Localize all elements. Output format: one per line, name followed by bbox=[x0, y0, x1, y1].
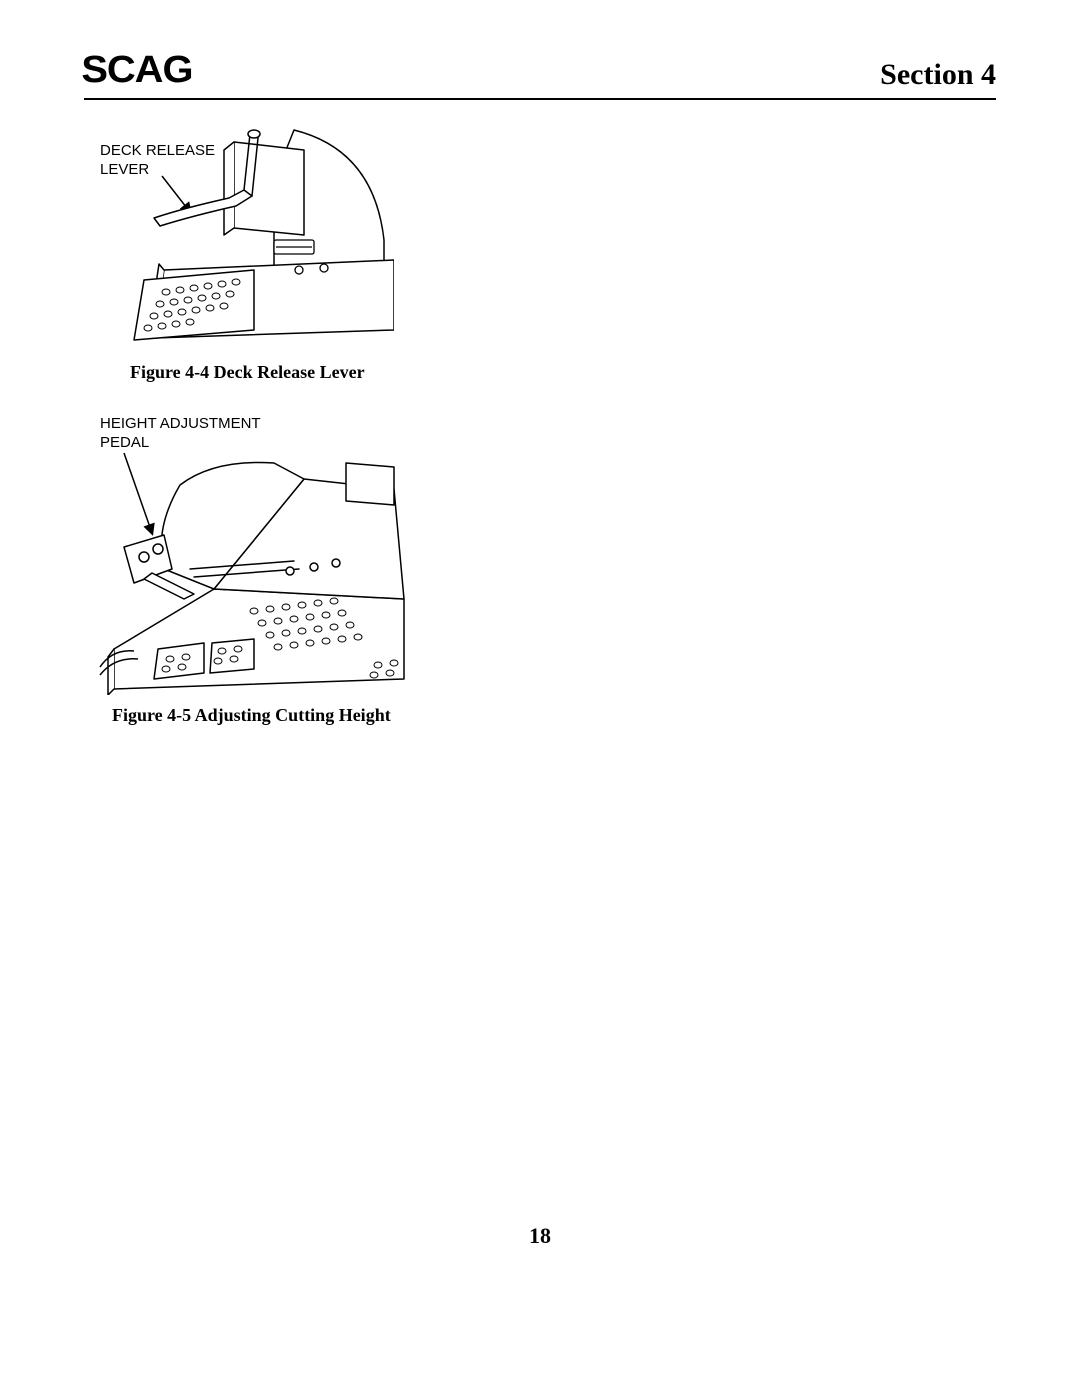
figure-4-4-illustration bbox=[94, 120, 394, 350]
brand-logo: SCAG bbox=[81, 49, 192, 92]
figure-4-5: HEIGHT ADJUSTMENT PEDAL bbox=[94, 415, 534, 695]
page-number: 18 bbox=[0, 1223, 1080, 1249]
figure-4-5-illustration bbox=[94, 449, 414, 695]
figure-4-5-callout: HEIGHT ADJUSTMENT PEDAL bbox=[100, 415, 261, 453]
content-column: DECK RELEASE LEVER bbox=[94, 120, 534, 726]
figure-4-4: DECK RELEASE LEVER bbox=[94, 120, 534, 352]
figure-4-4-caption: Figure 4-4 Deck Release Lever bbox=[130, 362, 534, 383]
page-header: SCAG Section 4 bbox=[84, 48, 996, 100]
figure-4-5-caption: Figure 4-5 Adjusting Cutting Height bbox=[112, 705, 534, 726]
section-title: Section 4 bbox=[880, 58, 996, 92]
callout-line: HEIGHT ADJUSTMENT bbox=[100, 415, 261, 434]
